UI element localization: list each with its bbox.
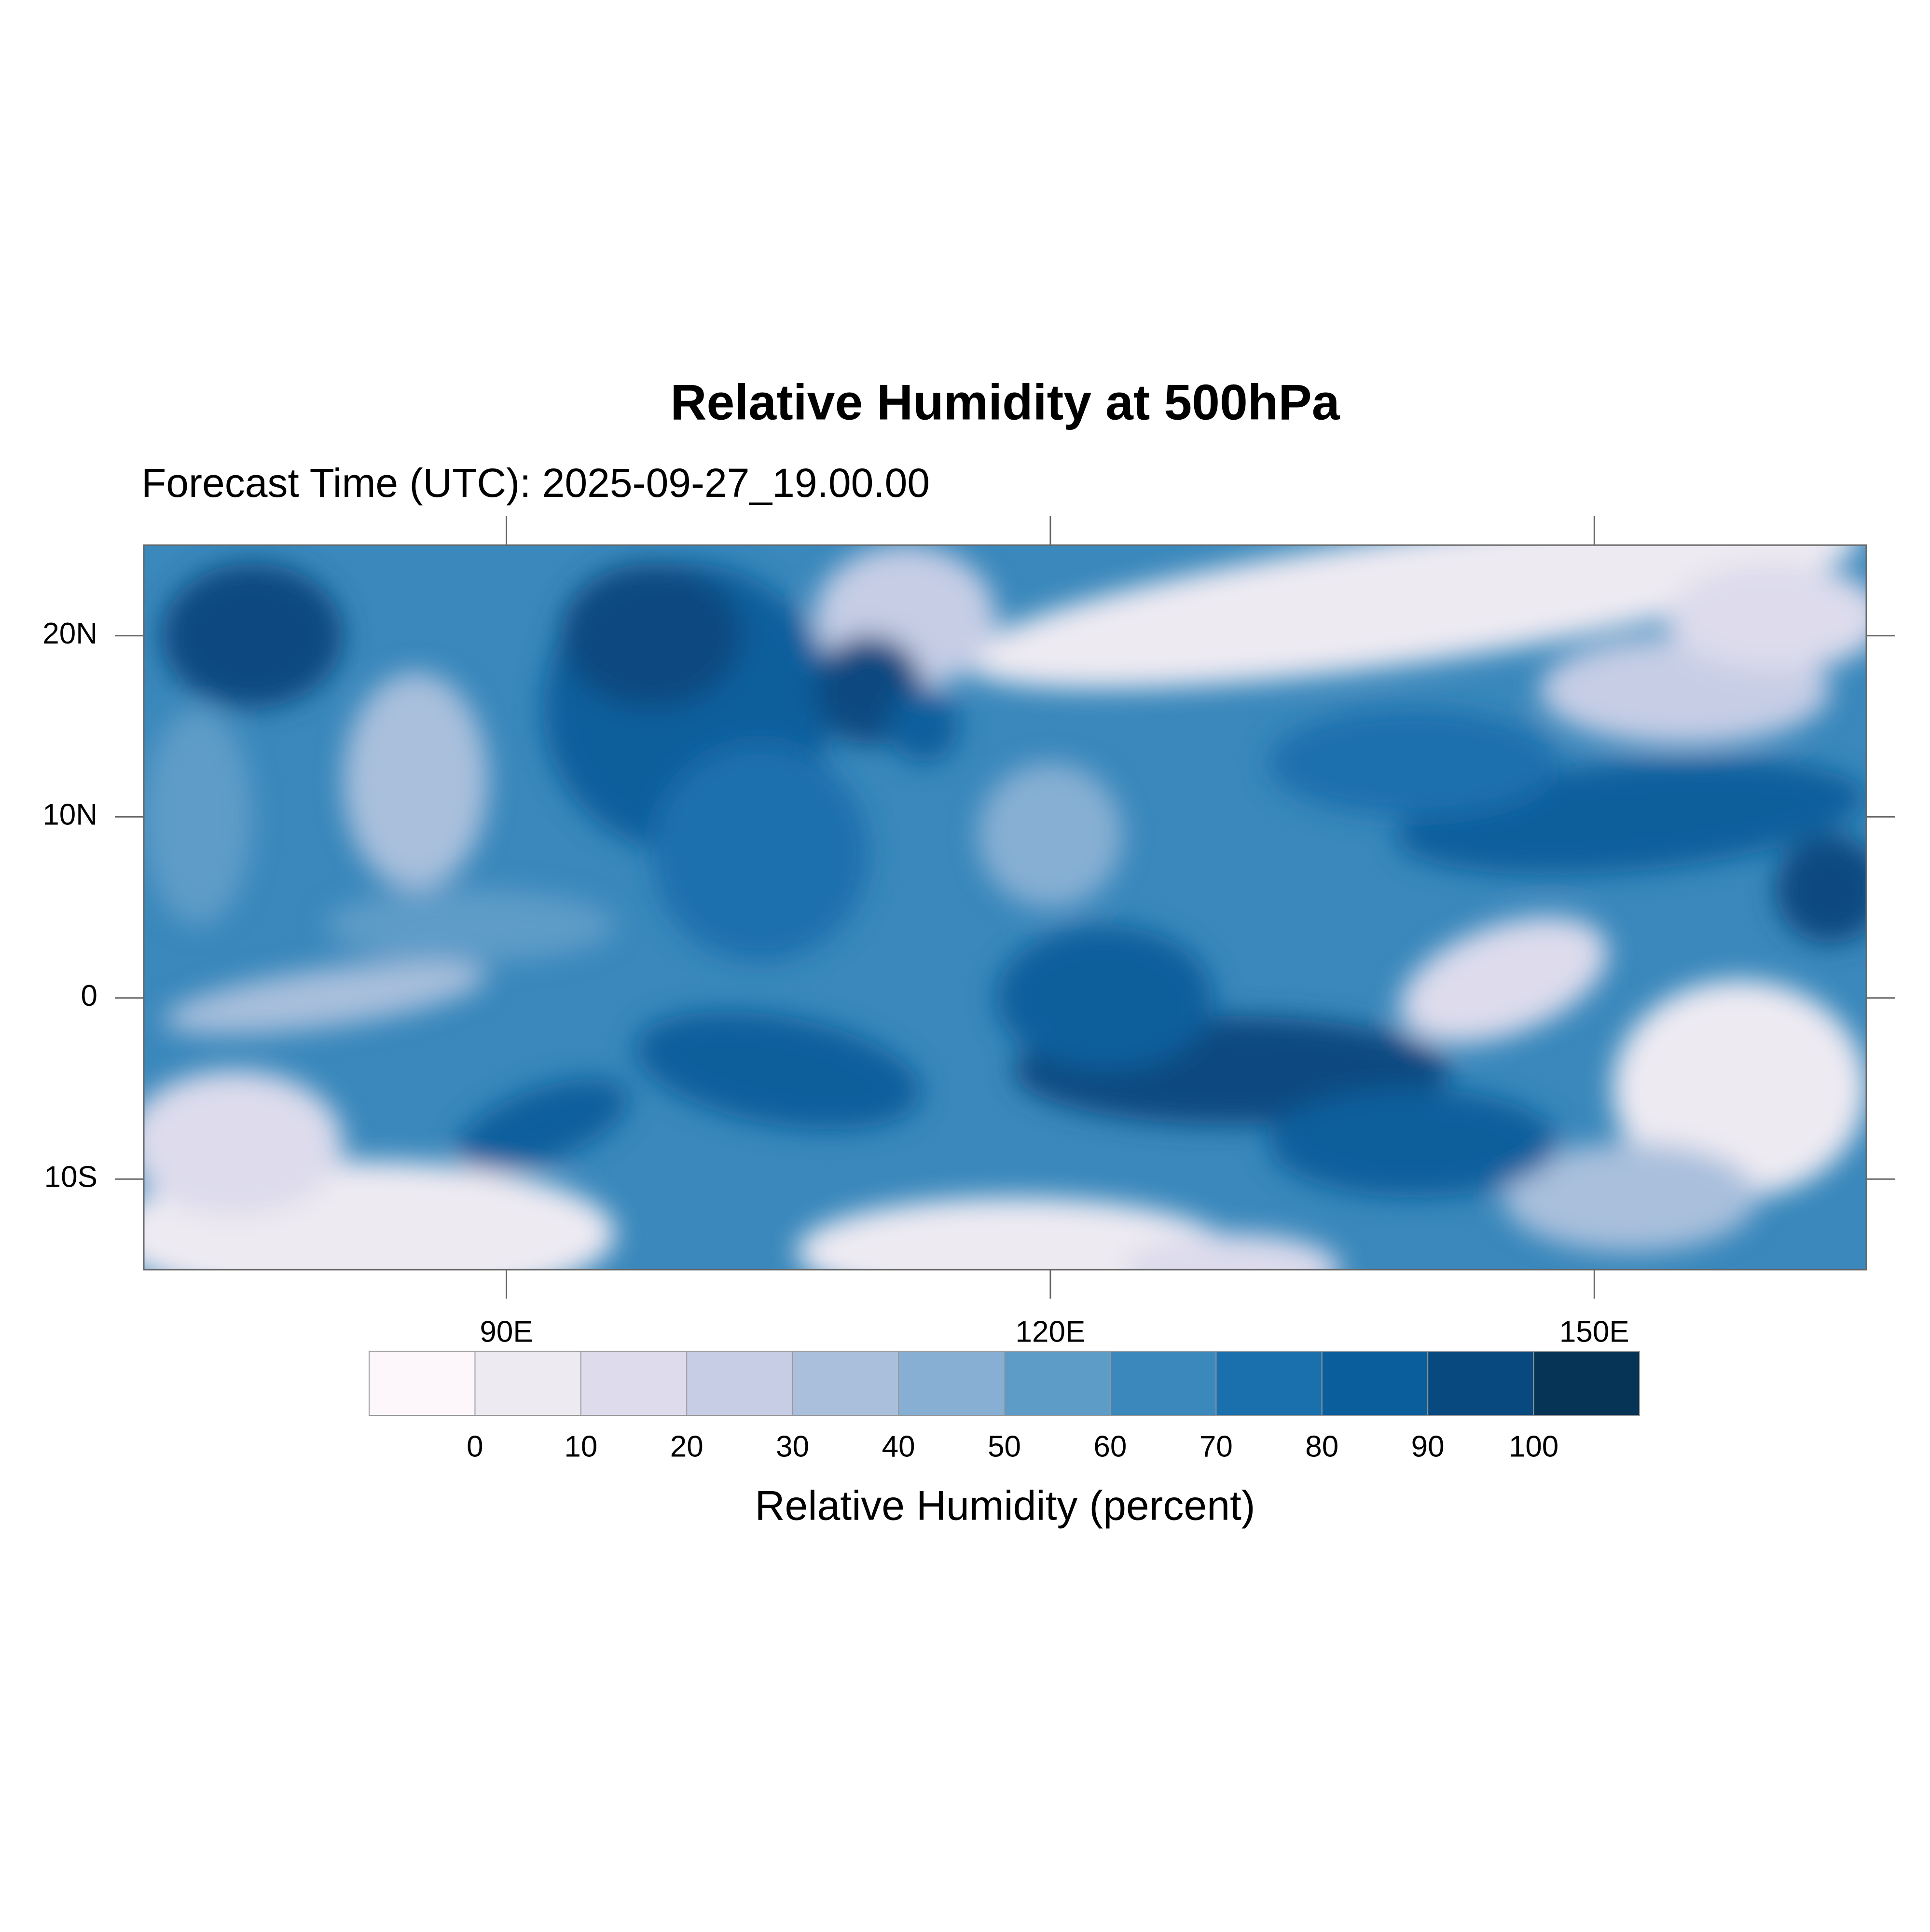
chart-title: Relative Humidity at 500hPa xyxy=(670,374,1340,430)
humidity-blob xyxy=(1268,708,1558,817)
colorbar-box xyxy=(1216,1351,1322,1415)
humidity-blob xyxy=(456,1079,629,1171)
humidity-blob xyxy=(163,961,487,1035)
y-tick-label: 0 xyxy=(81,979,97,1013)
colorbar-title: Relative Humidity (percent) xyxy=(755,1483,1255,1529)
y-tick-label: 20N xyxy=(42,617,97,650)
colorbar-label: 40 xyxy=(882,1430,915,1463)
humidity-blob xyxy=(1776,835,1866,944)
humidity-blob xyxy=(651,744,869,962)
humidity-blob xyxy=(1123,1233,1341,1270)
colorbar-box xyxy=(1004,1351,1110,1415)
colorbar-label: 10 xyxy=(564,1430,597,1463)
humidity-blob xyxy=(343,671,488,890)
humidity-blob xyxy=(996,925,1214,1070)
map-frame xyxy=(143,544,1867,1271)
humidity-blob xyxy=(887,690,960,763)
humidity-blob xyxy=(978,762,1123,908)
colorbar-label: 60 xyxy=(1093,1430,1127,1463)
colorbar-box xyxy=(1533,1351,1640,1415)
colorbar-box xyxy=(792,1351,899,1415)
humidity-blob xyxy=(1268,1088,1558,1197)
colorbar-label: 80 xyxy=(1305,1430,1338,1463)
humidity-blob xyxy=(144,1070,344,1216)
humidity-blob xyxy=(1503,1143,1758,1252)
humidity-blob xyxy=(796,1197,1232,1270)
humidity-blob xyxy=(964,545,1862,689)
colorbar-label: 90 xyxy=(1411,1430,1445,1463)
x-tick-label: 90E xyxy=(480,1315,533,1348)
x-tick-label: 150E xyxy=(1559,1315,1629,1348)
field-blobs xyxy=(144,545,1866,1270)
colorbar-label: 20 xyxy=(670,1430,703,1463)
colorbar-label: 30 xyxy=(776,1430,809,1463)
colorbar-box xyxy=(1428,1351,1534,1415)
colorbar-box xyxy=(369,1351,475,1415)
humidity-blob xyxy=(1612,980,1866,1197)
colorbar-box xyxy=(687,1351,793,1415)
colorbar-label: 50 xyxy=(988,1430,1021,1463)
y-tick-label: 10S xyxy=(44,1161,97,1194)
x-tick-label: 120E xyxy=(1016,1315,1086,1348)
humidity-blob xyxy=(635,1011,922,1130)
colorbar-box xyxy=(1110,1351,1216,1415)
humidity-field xyxy=(144,545,1866,1270)
subtitle: Forecast Time (UTC): 2025-09-27_19.00.00 xyxy=(141,460,930,506)
colorbar-box xyxy=(475,1351,581,1415)
humidity-blob xyxy=(144,708,253,926)
humidity-blob xyxy=(1400,917,1608,1043)
colorbar-box xyxy=(898,1351,1005,1415)
colorbar-box xyxy=(580,1351,687,1415)
humidity-blob xyxy=(162,563,344,708)
colorbar-label: 70 xyxy=(1199,1430,1233,1463)
humidity-blob xyxy=(1667,563,1866,672)
colorbar-box xyxy=(1322,1351,1428,1415)
humidity-blob xyxy=(325,889,616,962)
colorbar-label: 100 xyxy=(1509,1430,1558,1463)
colorbar-label: 0 xyxy=(467,1430,483,1463)
y-tick-label: 10N xyxy=(42,798,97,832)
humidity-blob xyxy=(561,563,743,708)
